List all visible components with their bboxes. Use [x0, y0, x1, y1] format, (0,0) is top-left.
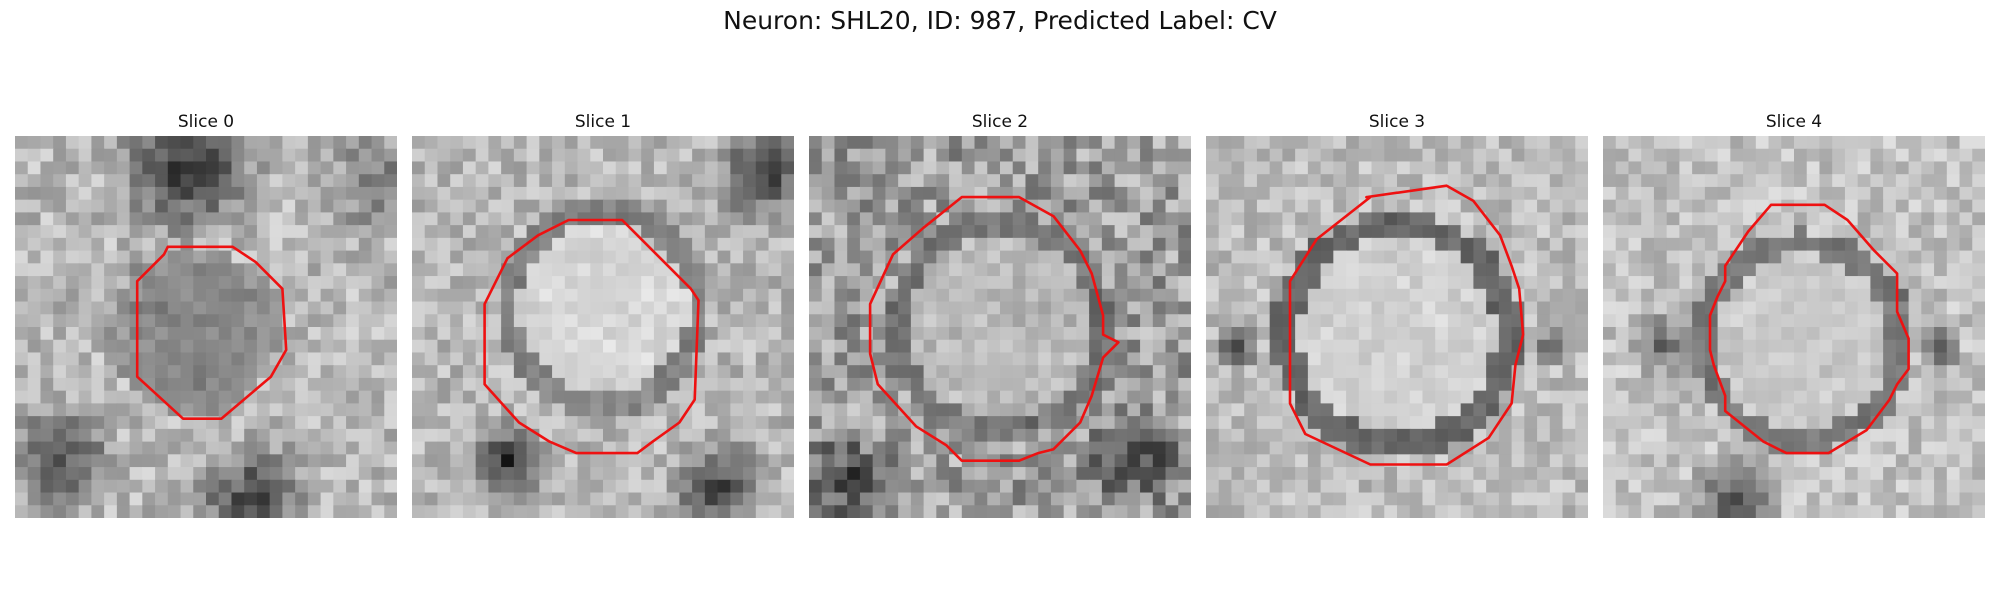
- panel-slice-1: Slice 1: [412, 108, 794, 518]
- panel-title: Slice 2: [971, 112, 1029, 132]
- panel-slice-0: Slice 0: [15, 108, 397, 518]
- microscopy-image-slice-3: [1206, 136, 1588, 518]
- microscopy-image-slice-4: [1603, 136, 1985, 518]
- microscopy-image-slice-1: [412, 136, 794, 518]
- segmentation-contour: [483, 218, 700, 455]
- figure-title: Neuron: SHL20, ID: 987, Predicted Label:…: [723, 6, 1277, 35]
- panel-slice-4: Slice 4: [1603, 108, 1985, 518]
- panel-slice-2: Slice 2: [809, 108, 1191, 518]
- panel-title: Slice 1: [574, 112, 632, 132]
- panel-slice-3: Slice 3: [1206, 108, 1588, 518]
- microscopy-image-slice-0: [15, 136, 397, 518]
- segmentation-contour: [1708, 203, 1910, 455]
- segmentation-contour: [135, 245, 288, 421]
- panel-title: Slice 3: [1368, 112, 1426, 132]
- microscopy-image-slice-2: [809, 136, 1191, 518]
- segmentation-contour: [1288, 184, 1525, 466]
- panel-title: Slice 0: [177, 112, 235, 132]
- segmentation-contour: [868, 195, 1120, 463]
- panel-title: Slice 4: [1765, 112, 1823, 132]
